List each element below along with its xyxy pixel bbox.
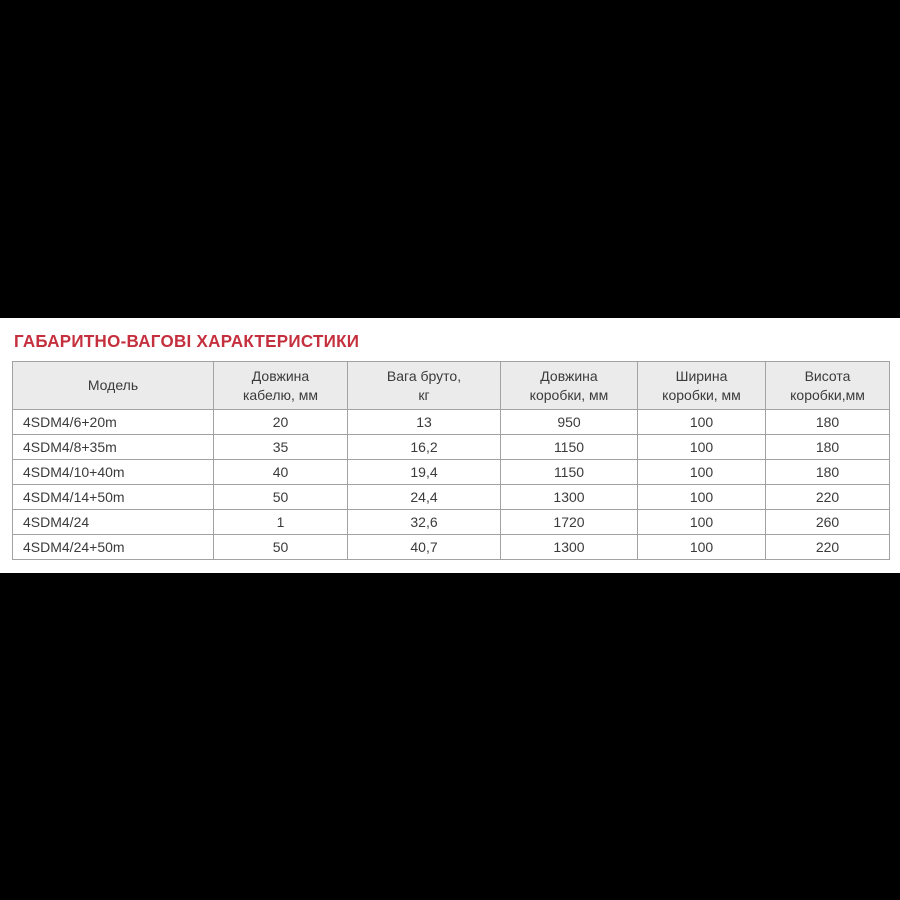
cell-box-length: 1720	[500, 509, 638, 535]
spec-table-header: Модель Довжина кабелю, мм Вага бруто, кг…	[12, 361, 890, 410]
table-row: 4SDM4/24 1 32,6 1720 100 260	[12, 509, 890, 535]
cell-box-length: 1150	[500, 459, 638, 485]
cell-box-width: 100	[637, 459, 766, 485]
cell-box-height: 220	[765, 534, 890, 560]
cell-box-length: 1300	[500, 534, 638, 560]
cell-cable-length: 35	[213, 434, 348, 460]
cell-gross-weight: 19,4	[347, 459, 501, 485]
header-box-length: Довжина коробки, мм	[500, 361, 638, 410]
header-box-width: Ширина коробки, мм	[637, 361, 766, 410]
cell-gross-weight: 24,4	[347, 484, 501, 510]
cell-box-height: 180	[765, 459, 890, 485]
cell-cable-length: 20	[213, 409, 348, 435]
cell-box-height: 260	[765, 509, 890, 535]
table-row: 4SDM4/24+50m 50 40,7 1300 100 220	[12, 534, 890, 560]
cell-gross-weight: 13	[347, 409, 501, 435]
letterbox-top	[0, 0, 900, 318]
cell-box-width: 100	[637, 409, 766, 435]
page-title: ГАБАРИТНО-ВАГОВІ ХАРАКТЕРИСТИКИ	[14, 331, 360, 351]
header-row: Модель Довжина кабелю, мм Вага бруто, кг…	[12, 361, 890, 410]
header-gross-weight: Вага бруто, кг	[347, 361, 501, 410]
letterbox-bottom	[0, 573, 900, 900]
header-model: Модель	[12, 361, 214, 410]
header-box-height: Висота коробки,мм	[765, 361, 890, 410]
cell-box-length: 950	[500, 409, 638, 435]
cell-box-width: 100	[637, 484, 766, 510]
cell-model: 4SDM4/24	[12, 509, 214, 535]
cell-box-length: 1300	[500, 484, 638, 510]
cell-cable-length: 50	[213, 484, 348, 510]
cell-box-width: 100	[637, 509, 766, 535]
cell-model: 4SDM4/14+50m	[12, 484, 214, 510]
cell-cable-length: 40	[213, 459, 348, 485]
cell-box-length: 1150	[500, 434, 638, 460]
cell-box-height: 180	[765, 409, 890, 435]
spec-table-body: 4SDM4/6+20m 20 13 950 100 180 4SDM4/8+35…	[12, 409, 890, 560]
cell-box-height: 180	[765, 434, 890, 460]
cell-cable-length: 1	[213, 509, 348, 535]
cell-model: 4SDM4/24+50m	[12, 534, 214, 560]
spec-table: Модель Довжина кабелю, мм Вага бруто, кг…	[12, 361, 890, 560]
cell-box-height: 220	[765, 484, 890, 510]
header-cable-length: Довжина кабелю, мм	[213, 361, 348, 410]
table-row: 4SDM4/6+20m 20 13 950 100 180	[12, 409, 890, 435]
cell-gross-weight: 16,2	[347, 434, 501, 460]
cell-model: 4SDM4/6+20m	[12, 409, 214, 435]
cell-gross-weight: 32,6	[347, 509, 501, 535]
table-row: 4SDM4/8+35m 35 16,2 1150 100 180	[12, 434, 890, 460]
cell-box-width: 100	[637, 434, 766, 460]
cell-gross-weight: 40,7	[347, 534, 501, 560]
cell-model: 4SDM4/10+40m	[12, 459, 214, 485]
cell-model: 4SDM4/8+35m	[12, 434, 214, 460]
table-row: 4SDM4/14+50m 50 24,4 1300 100 220	[12, 484, 890, 510]
cell-box-width: 100	[637, 534, 766, 560]
cell-cable-length: 50	[213, 534, 348, 560]
table-row: 4SDM4/10+40m 40 19,4 1150 100 180	[12, 459, 890, 485]
